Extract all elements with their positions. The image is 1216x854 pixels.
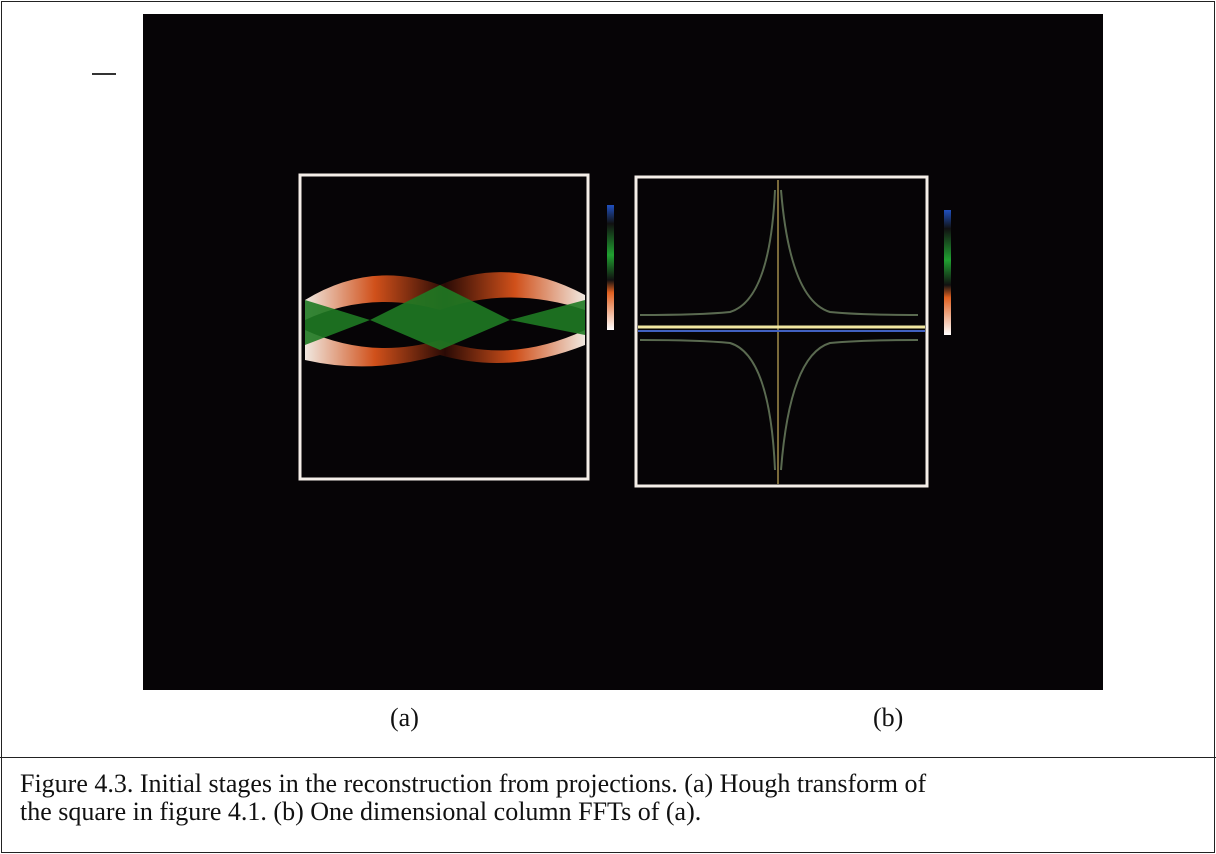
caption-line: Figure 4.3. Initial stages in the recons… xyxy=(20,770,926,798)
caption-line: the square in figure 4.1. (b) One dimens… xyxy=(20,798,926,826)
caption: Figure 4.3. Initial stages in the recons… xyxy=(20,770,926,826)
figure-photo xyxy=(0,0,1216,854)
divider xyxy=(0,757,1216,758)
page: (a) (b) Figure 4.3. Initial stages in th… xyxy=(0,0,1216,854)
panel-label: (a) xyxy=(390,703,419,733)
panel-label: (b) xyxy=(873,703,903,733)
